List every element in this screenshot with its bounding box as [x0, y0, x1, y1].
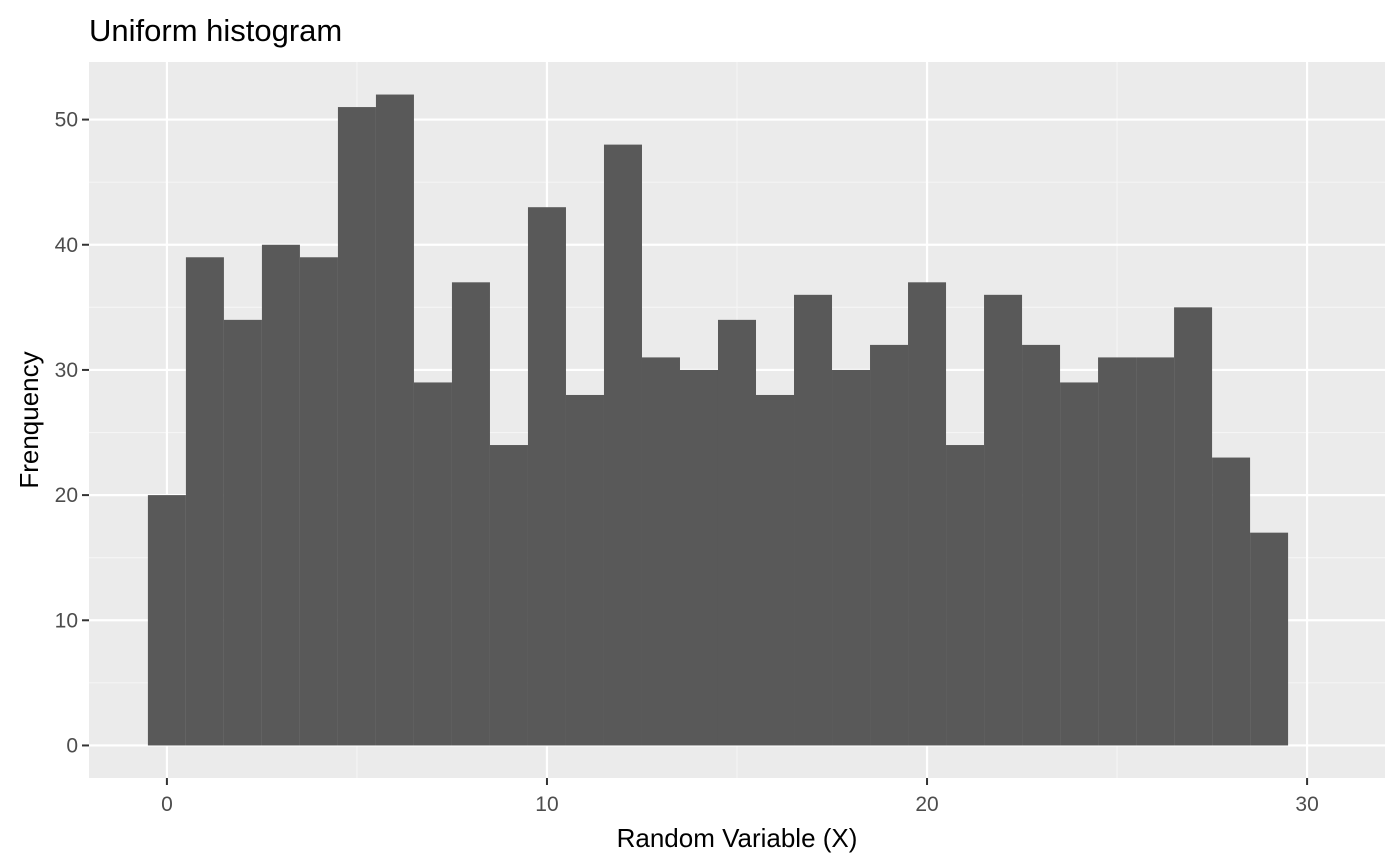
histogram-bar	[794, 294, 833, 746]
histogram-bar	[984, 294, 1023, 746]
y-axis-title: Frenquency	[14, 351, 44, 488]
histogram-bar	[527, 207, 566, 746]
histogram-bar	[641, 357, 680, 746]
histogram-bar	[337, 107, 376, 746]
x-tick-label: 10	[535, 793, 558, 816]
y-tick-label: 50	[55, 109, 78, 132]
histogram-bar	[679, 369, 718, 746]
y-axis: 0 10 20 30 40 50	[55, 109, 89, 757]
x-tick-label: 20	[915, 793, 938, 816]
histogram-bar	[375, 94, 414, 746]
histogram-bars	[147, 94, 1289, 746]
histogram-bar	[1136, 357, 1175, 746]
x-tick-label: 30	[1295, 793, 1318, 816]
histogram-bar	[908, 282, 947, 746]
histogram-bar	[223, 319, 262, 746]
x-tick-label: 0	[161, 793, 173, 816]
y-tick-label: 40	[55, 234, 78, 257]
histogram-bar	[1212, 457, 1251, 746]
histogram-bar	[946, 445, 985, 746]
histogram-bar	[1250, 532, 1289, 746]
histogram-bar	[261, 244, 300, 746]
histogram-bar	[1174, 307, 1213, 746]
histogram-bar	[413, 382, 452, 746]
y-tick-label: 10	[55, 609, 78, 632]
x-axis-title: Random Variable (X)	[617, 823, 858, 853]
y-tick-label: 20	[55, 484, 78, 507]
histogram-bar	[185, 257, 224, 746]
y-tick-label: 0	[66, 734, 78, 757]
histogram-bar	[565, 394, 604, 746]
histogram-bar	[603, 144, 642, 746]
chart-title: Uniform histogram	[89, 13, 342, 48]
histogram-bar	[451, 282, 490, 746]
histogram-bar	[1022, 344, 1061, 746]
histogram-bar	[299, 257, 338, 746]
histogram-bar	[870, 344, 909, 746]
histogram-bar	[1060, 382, 1099, 746]
histogram-bar	[717, 319, 757, 746]
histogram-bar	[1098, 357, 1137, 746]
histogram-bar	[832, 369, 871, 746]
histogram-bar	[147, 495, 186, 746]
histogram-bar	[756, 394, 795, 746]
y-tick-label: 30	[55, 359, 78, 382]
histogram-bar	[489, 445, 528, 746]
x-axis: 0 10 20 30	[161, 778, 1319, 816]
